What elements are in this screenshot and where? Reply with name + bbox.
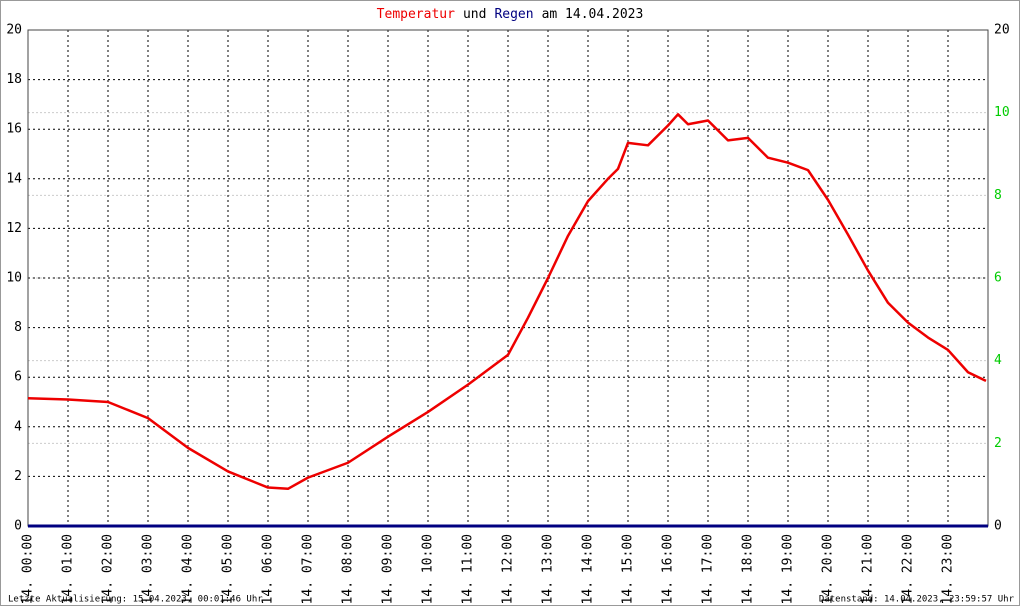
x-tick-label: 14. 07:00 — [301, 534, 316, 604]
x-tick-label: 14. 10:00 — [421, 534, 436, 604]
footer-right: Datenstand: 14.04.2023, 23:59:57 Uhr — [819, 595, 1015, 605]
y2-tick-label: 2 — [994, 436, 1002, 451]
y-tick-label: 0 — [14, 519, 22, 534]
x-tick-label: 14. 22:00 — [901, 534, 916, 604]
x-tick-label: 14. 00:00 — [21, 534, 36, 604]
x-tick-label: 14. 02:00 — [101, 534, 116, 604]
x-tick-label: 14. 23:00 — [941, 534, 956, 604]
y2-tick-label: 10 — [994, 105, 1010, 120]
title-part: und — [463, 7, 486, 22]
x-tick-label: 14. 08:00 — [341, 534, 356, 604]
title-part: Regen — [494, 7, 533, 22]
y2-tick-label: 4 — [994, 353, 1002, 368]
x-tick-label: 14. 06:00 — [261, 534, 276, 604]
y-tick-label: 18 — [6, 72, 22, 87]
x-tick-label: 14. 17:00 — [701, 534, 716, 604]
y-tick-label: 12 — [6, 221, 22, 236]
x-tick-label: 14. 19:00 — [781, 534, 796, 604]
y-tick-label: 8 — [14, 320, 22, 335]
x-tick-label: 14. 09:00 — [381, 534, 396, 604]
x-tick-label: 14. 01:00 — [61, 534, 76, 604]
y-tick-label: 2 — [14, 469, 22, 484]
x-tick-label: 14. 05:00 — [221, 534, 236, 604]
y-tick-label: 16 — [6, 122, 22, 137]
y-tick-label: 6 — [14, 370, 22, 385]
y-right-tick-label: 0 — [994, 519, 1002, 534]
x-tick-label: 14. 12:00 — [501, 534, 516, 604]
y2-tick-label: 8 — [994, 188, 1002, 203]
y-tick-label: 10 — [6, 271, 22, 286]
chart-title: Temperatur und Regen am 14.04.2023 — [377, 7, 644, 22]
x-tick-label: 14. 15:00 — [621, 534, 636, 604]
title-part: am 14.04.2023 — [542, 7, 644, 22]
x-tick-label: 14. 11:00 — [461, 534, 476, 604]
title-part: Temperatur — [377, 7, 455, 22]
footer-left: Letzte Aktualisierung: 15.04.2023, 00:01… — [8, 595, 263, 605]
y-right-tick-label: 20 — [994, 23, 1010, 38]
y-tick-label: 14 — [6, 171, 22, 186]
x-tick-label: 14. 13:00 — [541, 534, 556, 604]
x-tick-label: 14. 18:00 — [741, 534, 756, 604]
y-tick-label: 20 — [6, 23, 22, 38]
series-line — [27, 113, 987, 491]
y-tick-label: 4 — [14, 419, 22, 434]
y2-tick-label: 6 — [994, 271, 1002, 286]
x-tick-label: 14. 03:00 — [141, 534, 156, 604]
x-tick-label: 14. 21:00 — [861, 534, 876, 604]
x-tick-label: 14. 04:00 — [181, 534, 196, 604]
x-tick-label: 14. 14:00 — [581, 534, 596, 604]
x-tick-label: 14. 20:00 — [821, 534, 836, 604]
x-tick-label: 14. 16:00 — [661, 534, 676, 604]
